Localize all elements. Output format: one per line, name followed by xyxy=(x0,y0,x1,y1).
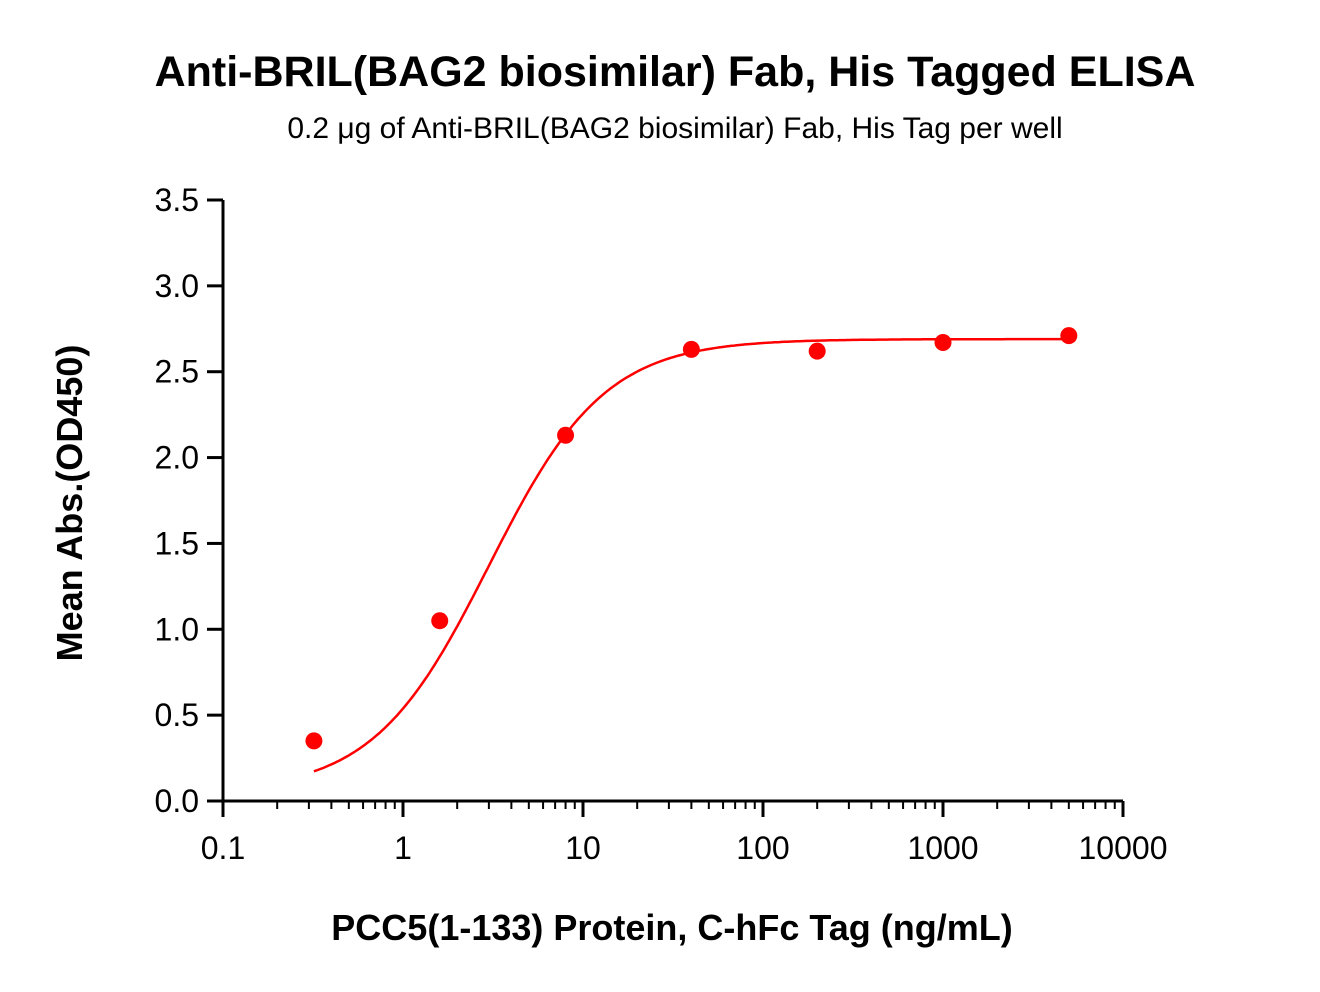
chart-title: Anti-BRIL(BAG2 biosimilar) Fab, His Tagg… xyxy=(154,48,1196,96)
y-tick-label: 0.0 xyxy=(155,783,199,819)
y-tick-label: 2.0 xyxy=(155,440,199,476)
data-point xyxy=(1060,327,1078,345)
x-tick-label: 1000 xyxy=(907,830,978,866)
y-tick-label: 2.5 xyxy=(155,354,199,390)
x-tick-label: 10000 xyxy=(1079,830,1168,866)
x-tick-label: 100 xyxy=(736,830,789,866)
x-axis-label: PCC5(1-133) Protein, C-hFc Tag (ng/mL) xyxy=(331,907,1012,948)
x-tick-label: 0.1 xyxy=(201,830,245,866)
y-tick-label: 3.0 xyxy=(155,268,199,304)
y-tick-label: 0.5 xyxy=(155,697,199,733)
data-point xyxy=(682,340,700,358)
fit-curve xyxy=(313,337,1069,773)
x-tick-label: 1 xyxy=(394,830,412,866)
y-axis-label: Mean Abs.(OD450) xyxy=(49,345,90,662)
y-tick-label: 1.0 xyxy=(155,611,199,647)
data-point xyxy=(557,426,575,444)
data-point xyxy=(808,342,826,360)
x-tick-label: 10 xyxy=(565,830,601,866)
y-tick-label: 1.5 xyxy=(155,525,199,561)
data-point xyxy=(305,732,323,750)
data-point xyxy=(431,612,449,630)
data-point xyxy=(934,334,952,352)
chart-subtitle: 0.2 μg of Anti-BRIL(BAG2 biosimilar) Fab… xyxy=(287,112,1063,145)
y-tick-label: 3.5 xyxy=(155,182,199,218)
